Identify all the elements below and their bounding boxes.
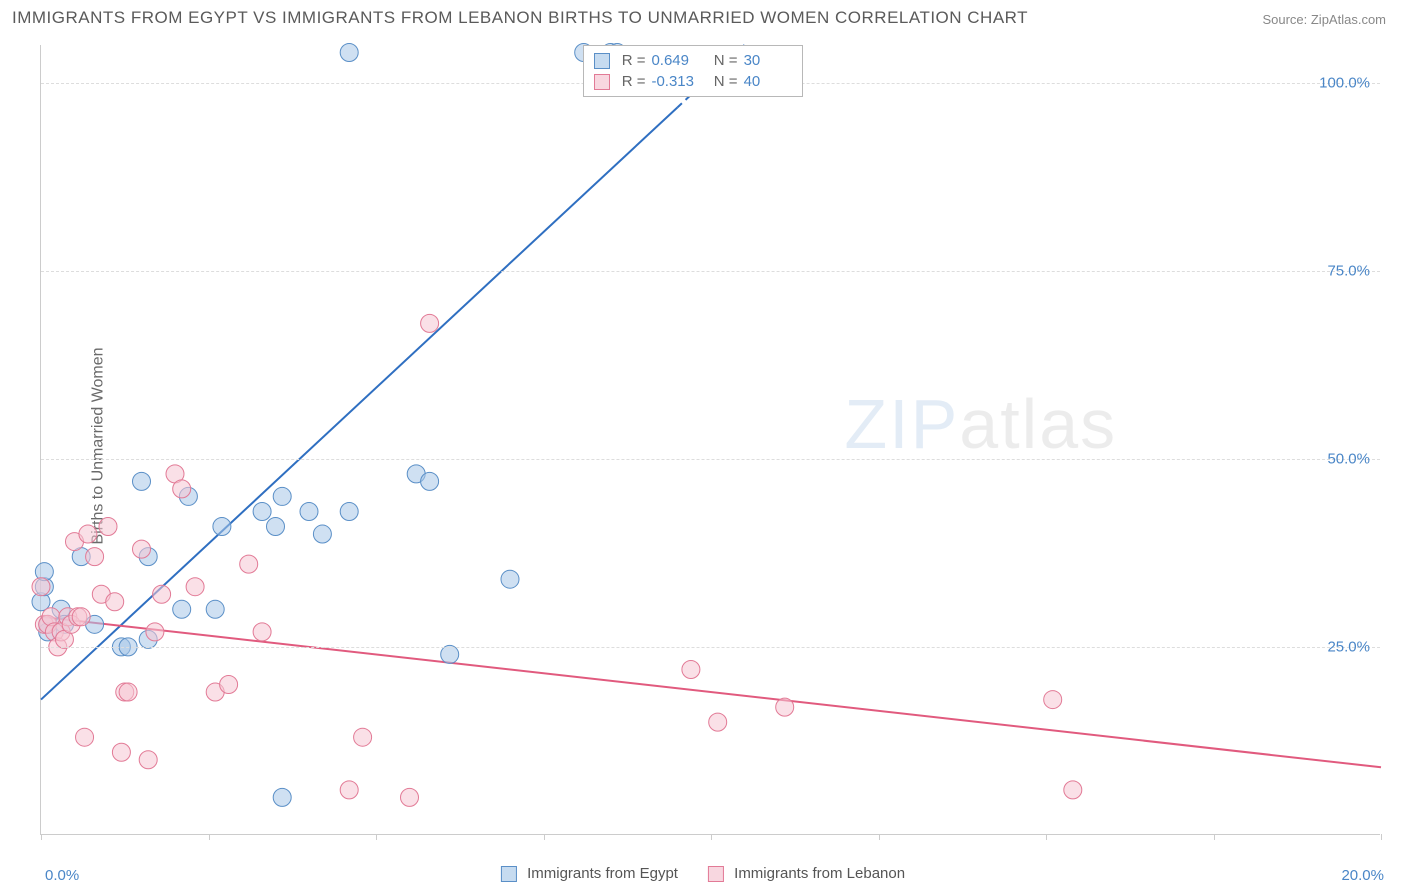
stats-swatch (594, 74, 610, 90)
x-tick (1046, 834, 1047, 840)
gridline (41, 647, 1380, 648)
x-tick (1214, 834, 1215, 840)
legend: Immigrants from Egypt Immigrants from Le… (501, 865, 905, 882)
legend-swatch-egypt (501, 866, 517, 882)
chart-title: IMMIGRANTS FROM EGYPT VS IMMIGRANTS FROM… (12, 8, 1028, 28)
stats-row: R = -0.313 N = 40 (594, 71, 792, 92)
x-axis-max-label: 20.0% (1341, 867, 1384, 884)
x-tick (41, 834, 42, 840)
x-axis-min-label: 0.0% (45, 867, 79, 884)
stats-box: R = 0.649 N = 30R = -0.313 N = 40 (583, 45, 803, 97)
legend-item-egypt: Immigrants from Egypt (501, 865, 678, 882)
scatter-plot: ZIPatlas 25.0%50.0%75.0%100.0% (40, 45, 1380, 835)
plot-svg (41, 45, 1381, 835)
legend-label-lebanon: Immigrants from Lebanon (734, 865, 905, 882)
x-tick (711, 834, 712, 840)
gridline (41, 271, 1380, 272)
legend-swatch-lebanon (708, 866, 724, 882)
chart-source: Source: ZipAtlas.com (1262, 12, 1386, 27)
y-tick-label: 50.0% (1327, 450, 1370, 467)
gridline (41, 459, 1380, 460)
x-tick (879, 834, 880, 840)
x-tick (544, 834, 545, 840)
legend-item-lebanon: Immigrants from Lebanon (708, 865, 905, 882)
stats-row: R = 0.649 N = 30 (594, 50, 792, 71)
y-tick-label: 25.0% (1327, 638, 1370, 655)
x-tick (1381, 834, 1382, 840)
y-tick-label: 75.0% (1327, 262, 1370, 279)
legend-label-egypt: Immigrants from Egypt (527, 865, 678, 882)
x-tick (209, 834, 210, 840)
stats-swatch (594, 53, 610, 69)
y-tick-label: 100.0% (1319, 74, 1370, 91)
x-tick (376, 834, 377, 840)
